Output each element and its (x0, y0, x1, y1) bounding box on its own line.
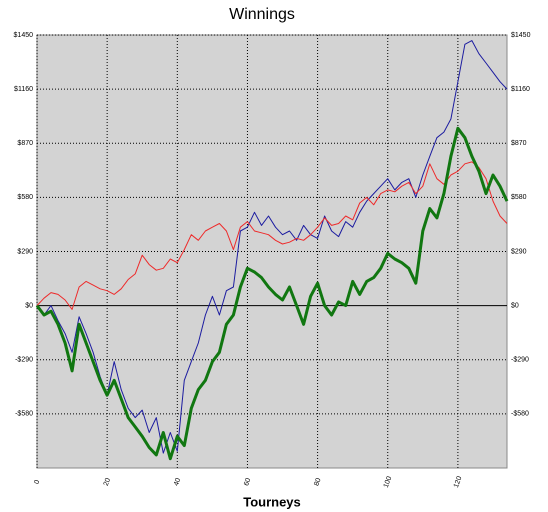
series-line (36, 40, 508, 454)
y-tick-label: $870 (17, 140, 33, 147)
x-tick-label: 40 (173, 477, 182, 487)
y-tick-label: -$290 (15, 357, 33, 364)
x-tick-label: 120 (453, 475, 464, 488)
y-tick-label-right: $870 (511, 140, 527, 147)
x-tick-label: 60 (243, 477, 252, 487)
y-tick-label: $0 (25, 302, 33, 309)
y-tick-label: -$580 (15, 411, 33, 418)
x-axis-label: Tourneys (243, 494, 301, 509)
x-tick-label: 100 (383, 475, 394, 488)
chart-title: Winnings (229, 6, 295, 23)
y-tick-label-right: $580 (511, 194, 527, 201)
x-tick-label: 20 (103, 477, 112, 487)
y-tick-label-right: $0 (511, 302, 519, 309)
y-tick-label: $580 (17, 194, 33, 201)
series-line (35, 126, 509, 461)
y-tick-label: $1160 (14, 86, 33, 93)
series-line (36, 161, 508, 310)
y-tick-label-right: $1450 (511, 32, 531, 39)
y-tick-label: $1450 (14, 32, 34, 39)
y-tick-label-right: $1160 (511, 86, 530, 93)
x-tick-label: 0 (33, 479, 41, 485)
y-tick-label-right: -$290 (511, 357, 529, 364)
y-tick-label: $290 (17, 248, 33, 255)
y-tick-label-right: -$580 (511, 411, 529, 418)
x-tick-label: 80 (313, 477, 322, 487)
y-tick-label-right: $290 (511, 248, 527, 255)
